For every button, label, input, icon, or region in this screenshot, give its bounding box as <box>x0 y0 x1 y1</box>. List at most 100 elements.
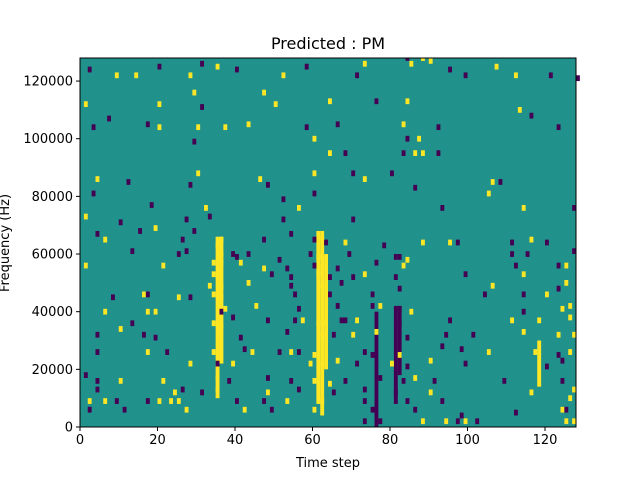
heatmap-cell <box>207 213 212 220</box>
heatmap-cell <box>231 314 236 321</box>
heatmap-cell <box>355 72 360 79</box>
heatmap-cell <box>188 294 193 301</box>
heatmap-cell <box>463 418 468 425</box>
heatmap-cell <box>525 251 530 257</box>
heatmap-cell <box>421 150 425 157</box>
heatmap-cell <box>95 349 100 355</box>
heatmap-cell <box>312 377 317 384</box>
heatmap-cell <box>161 377 166 384</box>
heatmap-cell <box>238 259 243 266</box>
heatmap-cell <box>378 303 383 309</box>
heatmap-cell <box>568 349 573 355</box>
heatmap-cell <box>351 170 356 177</box>
heatmap-cell <box>351 331 356 338</box>
heatmap-cell <box>459 412 464 419</box>
heatmap-cell <box>219 323 224 329</box>
x-axis: 0 20 40 60 80 100 120 <box>76 427 557 448</box>
heatmap-cell <box>145 398 150 404</box>
heatmap-cell <box>413 184 418 191</box>
heatmap-cell <box>510 239 515 246</box>
heatmap-cell <box>572 331 577 338</box>
heatmap-cell <box>142 291 146 298</box>
heatmap-cell <box>545 291 549 298</box>
heatmap-cell <box>219 308 224 315</box>
heatmap-cell <box>165 349 170 355</box>
heatmap-cell <box>537 317 542 324</box>
heatmap-cell <box>153 225 158 231</box>
heatmap-cell <box>130 320 135 327</box>
heatmap-cell <box>192 228 197 234</box>
heatmap-cell <box>355 317 360 324</box>
heatmap-cell <box>328 150 332 157</box>
heatmap-cell <box>397 320 402 327</box>
heatmap-cell <box>339 279 344 286</box>
heatmap-cell <box>405 98 410 105</box>
heatmap-cell <box>266 375 270 381</box>
heatmap-cell <box>355 360 360 367</box>
heatmap-cell <box>215 375 220 381</box>
heatmap-cell <box>95 176 100 182</box>
heatmap-cell <box>169 398 174 404</box>
heatmap-cell <box>149 202 154 208</box>
heatmap-cell <box>95 377 100 384</box>
heatmap-cell <box>145 349 150 355</box>
heatmap-cell <box>308 360 313 367</box>
heatmap-cell <box>157 101 162 108</box>
heatmap-cell <box>471 331 476 338</box>
heatmap-cell <box>556 285 561 292</box>
heatmap-cell <box>413 150 418 157</box>
heatmap-cell <box>293 291 298 298</box>
heatmap-cell <box>235 254 239 260</box>
heatmap-cell <box>335 303 340 309</box>
heatmap-cell <box>95 386 100 393</box>
heatmap-cell <box>335 121 340 128</box>
heatmap-cell <box>331 389 336 396</box>
heatmap-cell <box>87 398 92 404</box>
heatmap-cell <box>246 279 251 286</box>
heatmap-cell <box>304 63 309 70</box>
heatmap-cell <box>374 259 379 266</box>
heatmap-cell <box>312 190 317 197</box>
heatmap-cell <box>281 196 286 203</box>
heatmap-cell <box>448 239 453 246</box>
heatmap-cell <box>335 265 340 272</box>
heatmap-cell <box>413 406 418 413</box>
heatmap-cell <box>83 213 88 220</box>
heatmap-cell <box>157 63 162 70</box>
heatmap-cell <box>405 363 410 370</box>
heatmap-cell <box>483 291 487 298</box>
heatmap-cell <box>145 291 150 298</box>
heatmap-cell <box>560 406 565 413</box>
heatmap-cell <box>397 352 402 358</box>
heatmap-cell <box>211 291 216 298</box>
heatmap-cell <box>277 349 282 355</box>
heatmap-cell <box>560 357 565 364</box>
heatmap-cell <box>378 375 383 381</box>
heatmap-cell <box>312 135 317 142</box>
heatmap-cell <box>211 271 216 278</box>
heatmap-cell <box>266 389 270 396</box>
y-axis-label: Frequency (Hz) <box>0 194 13 292</box>
heatmap-cell <box>486 349 491 355</box>
heatmap-cell <box>382 242 387 249</box>
heatmap-cells <box>83 58 580 427</box>
heatmap-cell <box>176 398 181 404</box>
heatmap-cell <box>320 282 325 289</box>
heatmap-cell <box>405 256 410 263</box>
heatmap-cell <box>312 236 317 243</box>
heatmap-cell <box>114 398 119 404</box>
heatmap-cell <box>393 389 398 396</box>
heatmap-cell <box>374 98 379 105</box>
heatmap-cell <box>184 406 189 413</box>
heatmap-cell <box>362 176 367 182</box>
heatmap-cell <box>138 228 143 234</box>
heatmap-cell <box>277 256 282 263</box>
heatmap-cell <box>448 317 453 324</box>
heatmap-cell <box>289 230 294 237</box>
y-tick-label: 80000 <box>32 190 73 205</box>
heatmap-cell <box>211 320 216 327</box>
heatmap-cell <box>242 406 247 413</box>
heatmap-cell <box>328 274 332 280</box>
heatmap-cell <box>180 386 185 393</box>
heatmap-cell <box>397 285 402 292</box>
